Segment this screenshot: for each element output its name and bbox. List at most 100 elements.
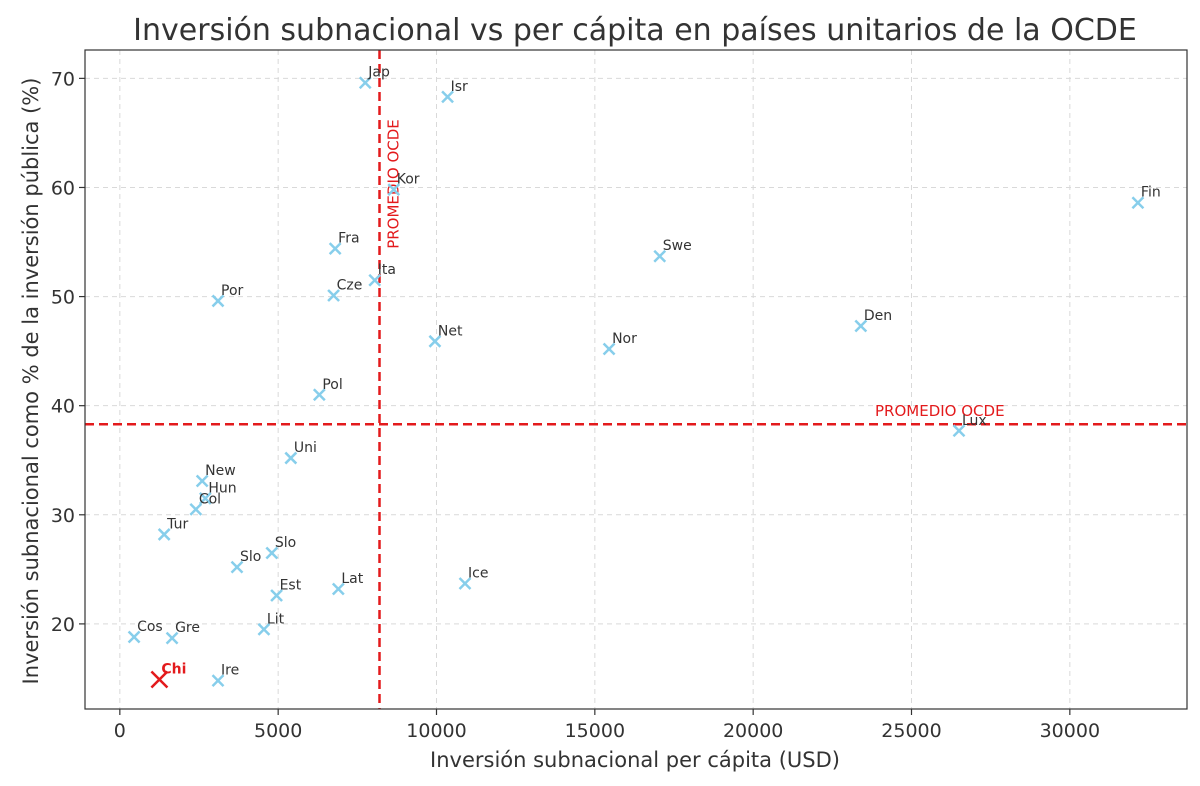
point-marker: [198, 492, 212, 505]
point-marker: [211, 294, 225, 308]
x-tick-label: 5000: [254, 720, 302, 742]
highlight-marker: [150, 670, 169, 689]
point-label: Slo: [275, 535, 296, 551]
plot-frame: [84, 49, 1188, 710]
data-point-slo: Slo: [230, 549, 261, 574]
data-point-tur: Tur: [157, 516, 188, 541]
point-label: Den: [864, 308, 892, 324]
point-label: Cos: [137, 619, 163, 635]
point-label: Slo: [240, 549, 261, 565]
point-marker: [358, 76, 372, 90]
point-label: Ice: [468, 566, 488, 582]
point-label: Nor: [612, 331, 637, 347]
x-tick-label: 20000: [723, 720, 783, 742]
point-label: Gre: [175, 620, 200, 636]
data-point-est: Est: [270, 578, 302, 602]
data-point-ire: Ire: [211, 663, 239, 688]
data-point-fra: Fra: [328, 231, 360, 255]
x-tick-label: 0: [114, 720, 126, 742]
point-marker: [653, 249, 667, 263]
data-point-hun: Hun: [198, 480, 237, 505]
points-layer: Jap Isr Kor Fin Fra Swe Ita Cze Por Den Net Nor Pol L…: [127, 65, 1161, 689]
data-point-uni: Uni: [284, 440, 317, 465]
y-tick-label: 30: [51, 505, 75, 527]
chart-title: Inversión subnacional vs per cápita en p…: [133, 13, 1137, 48]
data-point-den: Den: [854, 308, 892, 333]
point-label: Net: [438, 323, 463, 339]
point-label: Fra: [338, 231, 359, 247]
point-marker: [328, 242, 342, 255]
y-tick-label: 60: [51, 177, 75, 199]
point-label: Ire: [221, 663, 239, 679]
point-label: Lux: [962, 413, 987, 429]
point-label: Col: [199, 491, 221, 507]
point-marker: [230, 560, 244, 574]
point-marker: [854, 319, 868, 333]
point-marker: [270, 589, 283, 602]
x-tick-label: 15000: [565, 720, 625, 742]
horizontal-average-label: PROMEDIO OCDE: [875, 402, 1005, 420]
point-marker: [312, 388, 326, 402]
highlight-point-label: Chi: [161, 662, 186, 678]
point-marker: [284, 451, 298, 465]
x-tick-label: 30000: [1040, 720, 1100, 742]
data-point-lat: Lat: [331, 571, 364, 596]
data-point-lux: Lux: [952, 413, 987, 438]
point-label: Uni: [294, 440, 317, 456]
data-point-pol: Pol: [312, 377, 343, 402]
point-marker: [257, 622, 271, 636]
point-label: Swe: [663, 238, 692, 254]
point-label: Isr: [451, 79, 468, 95]
data-point-kor: Kor: [387, 172, 420, 197]
data-point-col: Col: [189, 491, 221, 516]
point-marker: [387, 183, 401, 197]
point-marker: [1131, 196, 1145, 210]
x-tick-label: 25000: [881, 720, 941, 742]
data-point-nor: Nor: [602, 331, 637, 356]
y-tick-label: 40: [51, 396, 75, 418]
point-label: New: [205, 463, 236, 479]
point-marker: [157, 528, 171, 541]
point-marker: [265, 546, 279, 560]
point-label: Jap: [367, 65, 390, 81]
point-marker: [428, 334, 442, 348]
point-marker: [952, 424, 966, 438]
point-marker: [602, 342, 616, 356]
y-tick-label: 50: [51, 287, 75, 309]
data-point-ice: Ice: [458, 566, 488, 590]
data-point-isr: Isr: [441, 79, 468, 104]
point-marker: [211, 674, 225, 688]
point-label: Lit: [267, 611, 285, 627]
point-marker: [441, 90, 454, 104]
point-marker: [165, 631, 179, 645]
point-marker: [368, 273, 382, 287]
data-point-slo: Slo: [265, 535, 296, 560]
data-point-ita: Ita: [368, 262, 396, 287]
vertical-average-label: PROMEDIO OCDE: [385, 119, 403, 249]
data-point-por: Por: [211, 283, 244, 308]
data-point-swe: Swe: [653, 238, 692, 263]
point-marker: [195, 474, 209, 488]
point-label: Tur: [166, 516, 188, 532]
point-marker: [458, 577, 472, 590]
point-label: Pol: [322, 377, 342, 393]
point-marker: [127, 630, 141, 644]
y-tick-label: 70: [51, 68, 75, 90]
data-point-lit: Lit: [257, 611, 285, 636]
point-marker: [331, 582, 345, 596]
data-point-jap: Jap: [358, 65, 390, 90]
point-label: Lat: [341, 571, 363, 587]
reference-lines-layer: PROMEDIO OCDE PROMEDIO OCDE: [85, 50, 1187, 709]
x-axis-label: Inversión subnacional per cápita (USD): [430, 748, 840, 772]
point-label: Ita: [378, 262, 396, 278]
point-marker: [189, 502, 203, 516]
point-label: Est: [280, 578, 302, 594]
highlight-point-chi: Chi: [150, 662, 186, 689]
grid-layer: [85, 50, 1187, 709]
point-marker: [327, 289, 340, 302]
point-label: Fin: [1141, 185, 1161, 201]
y-axis-label: Inversión subnacional como % de la inver…: [19, 78, 43, 685]
point-label: Kor: [397, 172, 420, 188]
data-point-cos: Cos: [127, 619, 163, 644]
